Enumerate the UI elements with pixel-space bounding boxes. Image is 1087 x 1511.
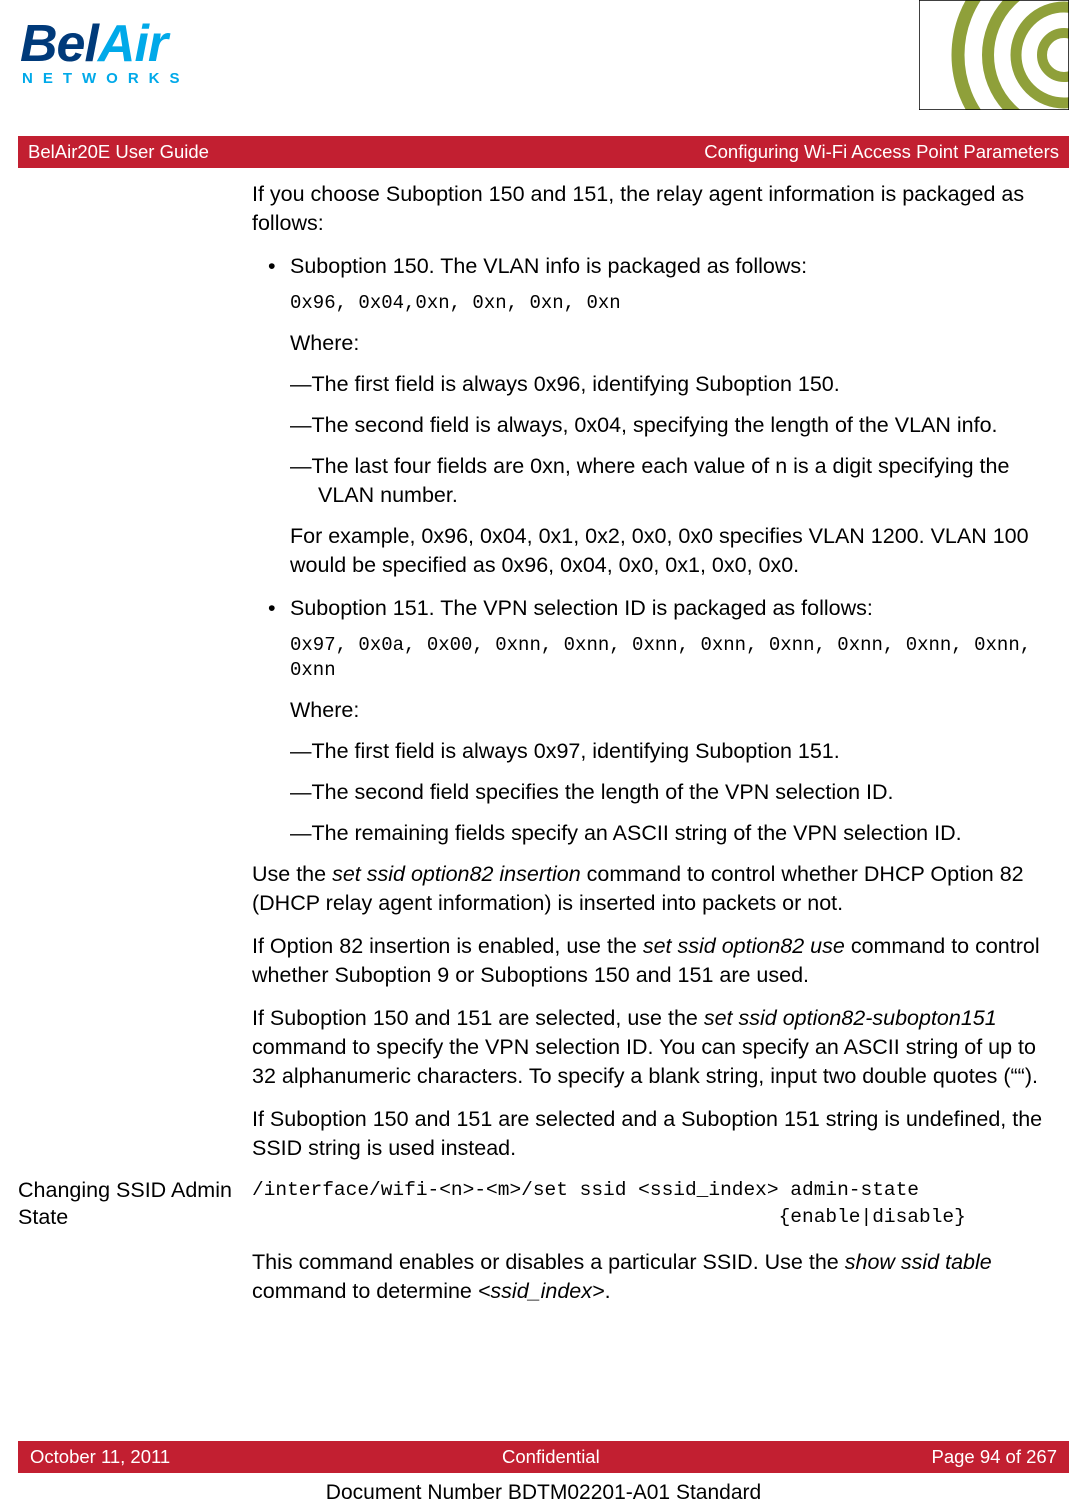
signal-rings-icon [919, 0, 1069, 115]
cmd-sub151: set ssid option82-subopton151 [704, 1006, 997, 1030]
example-sub150: For example, 0x96, 0x04, 0x1, 0x2, 0x0, … [290, 522, 1065, 580]
cmd-show-ssid: show ssid table [845, 1250, 992, 1274]
where-sub150: Where: [290, 329, 1065, 358]
document-number: Document Number BDTM02201-A01 Standard [0, 1481, 1087, 1505]
logo-subtitle: NETWORKS [22, 70, 190, 87]
dash-sub151-2: —The second field specifies the length o… [290, 778, 1065, 807]
bullet-sub151: Suboption 151. The VPN selection ID is p… [268, 594, 1065, 623]
paragraph-undef: If Suboption 150 and 151 are selected an… [252, 1105, 1065, 1163]
paragraph-if82: If Option 82 insertion is enabled, use t… [252, 932, 1065, 990]
logo-wordmark: BelAir [20, 14, 190, 74]
section-body: /interface/wifi-<n>-<m>/set ssid <ssid_i… [252, 1177, 1069, 1320]
arg-ssid-index: <ssid_index> [478, 1279, 605, 1303]
logo-part-2: Air [98, 15, 167, 73]
content-area: If you choose Suboption 150 and 151, the… [18, 180, 1069, 1439]
dash-sub151-1: —The first field is always 0x97, identif… [290, 737, 1065, 766]
footer-page: Page 94 of 267 [931, 1446, 1057, 1468]
page: BelAir NETWORKS BelAir20E User Guide Con… [0, 0, 1087, 1511]
body-column: If you choose Suboption 150 and 151, the… [252, 180, 1065, 1163]
dash-sub151-3: —The remaining fields specify an ASCII s… [290, 819, 1065, 848]
logo: BelAir NETWORKS [20, 14, 190, 87]
title-bar-left: BelAir20E User Guide [28, 141, 209, 163]
cmd-insertion: set ssid option82 insertion [332, 862, 581, 886]
command-syntax: /interface/wifi-<n>-<m>/set ssid <ssid_i… [252, 1177, 1069, 1230]
dash-sub150-2: —The second field is always, 0x04, speci… [290, 411, 1065, 440]
footer-date: October 11, 2011 [30, 1446, 170, 1468]
section-description: This command enables or disables a parti… [252, 1248, 1069, 1306]
paragraph-sub: If Suboption 150 and 151 are selected, u… [252, 1004, 1065, 1091]
cmd-use: set ssid option82 use [643, 934, 845, 958]
paragraph-use: Use the set ssid option82 insertion comm… [252, 860, 1065, 918]
code-sub151: 0x97, 0x0a, 0x00, 0xnn, 0xnn, 0xnn, 0xnn… [290, 633, 1065, 684]
intro-paragraph: If you choose Suboption 150 and 151, the… [252, 180, 1065, 238]
bullet-sub150: Suboption 150. The VLAN info is packaged… [268, 252, 1065, 281]
where-sub151: Where: [290, 696, 1065, 725]
footer-bar: October 11, 2011 Confidential Page 94 of… [18, 1441, 1069, 1473]
footer-confidential: Confidential [502, 1446, 600, 1468]
section-admin-state: Changing SSID Admin State /interface/wif… [18, 1177, 1069, 1320]
dash-sub150-3: —The last four fields are 0xn, where eac… [290, 452, 1065, 510]
section-label: Changing SSID Admin State [18, 1177, 252, 1320]
title-bar-right: Configuring Wi-Fi Access Point Parameter… [704, 141, 1059, 163]
page-header: BelAir NETWORKS [0, 0, 1087, 120]
title-bar: BelAir20E User Guide Configuring Wi-Fi A… [18, 136, 1069, 168]
code-sub150: 0x96, 0x04,0xn, 0xn, 0xn, 0xn [290, 291, 1065, 317]
dash-sub150-1: —The first field is always 0x96, identif… [290, 370, 1065, 399]
logo-part-1: Bel [20, 15, 98, 73]
